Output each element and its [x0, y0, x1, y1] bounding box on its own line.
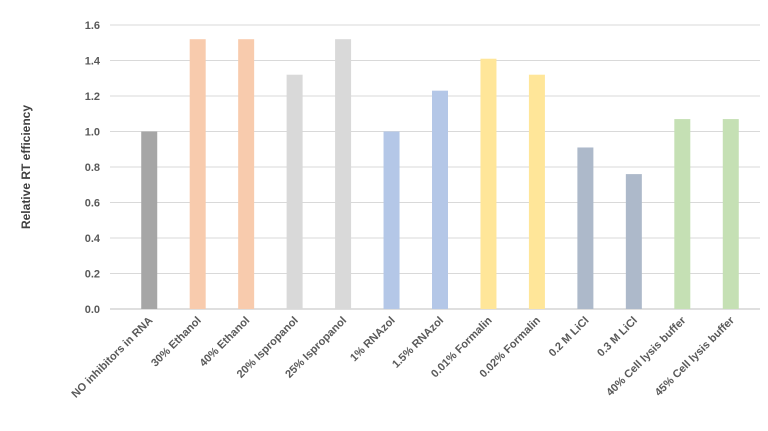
y-tick-label: 0.6 [85, 198, 100, 210]
bar [674, 119, 691, 309]
x-category-label: 45% Cell lysis buffer [653, 314, 738, 399]
y-tick-label: 1.4 [85, 56, 101, 68]
bar [286, 74, 303, 309]
x-category-label: 40% Ethanol [198, 315, 253, 370]
y-tick-label: 1.2 [85, 91, 100, 103]
x-category-label: 40% Cell lysis buffer [604, 314, 689, 399]
bar [189, 39, 206, 309]
x-category-label: 1% RNAzol [348, 315, 398, 365]
x-category-label: 0.3 M LiCl [595, 315, 640, 360]
x-category-label: 30% Ethanol [149, 315, 204, 370]
bars [141, 39, 739, 309]
bar [141, 131, 158, 309]
y-tick-label: 1.0 [85, 127, 100, 139]
y-axis-tick-labels: 0.0 0.2 0.4 0.6 0.8 1.0 1.2 1.4 1.6 [85, 20, 101, 316]
x-category-label: NO inhibitors in RNA [70, 315, 156, 401]
bar [625, 174, 642, 309]
bar [528, 74, 545, 309]
y-tick-label: 0.0 [85, 304, 100, 316]
y-tick-label: 0.2 [85, 269, 100, 281]
bar [480, 58, 497, 309]
bar [577, 147, 594, 309]
bar [432, 90, 448, 309]
bar [238, 39, 255, 309]
y-axis-title: Relative RT efficiency [19, 105, 33, 229]
bar [722, 119, 739, 309]
y-tick-label: 0.4 [85, 233, 101, 245]
bar [383, 131, 400, 309]
y-tick-label: 0.8 [85, 162, 100, 174]
y-tick-label: 1.6 [85, 20, 100, 32]
bar [335, 39, 352, 309]
x-category-label: 0.2 M LiCl [547, 315, 592, 360]
